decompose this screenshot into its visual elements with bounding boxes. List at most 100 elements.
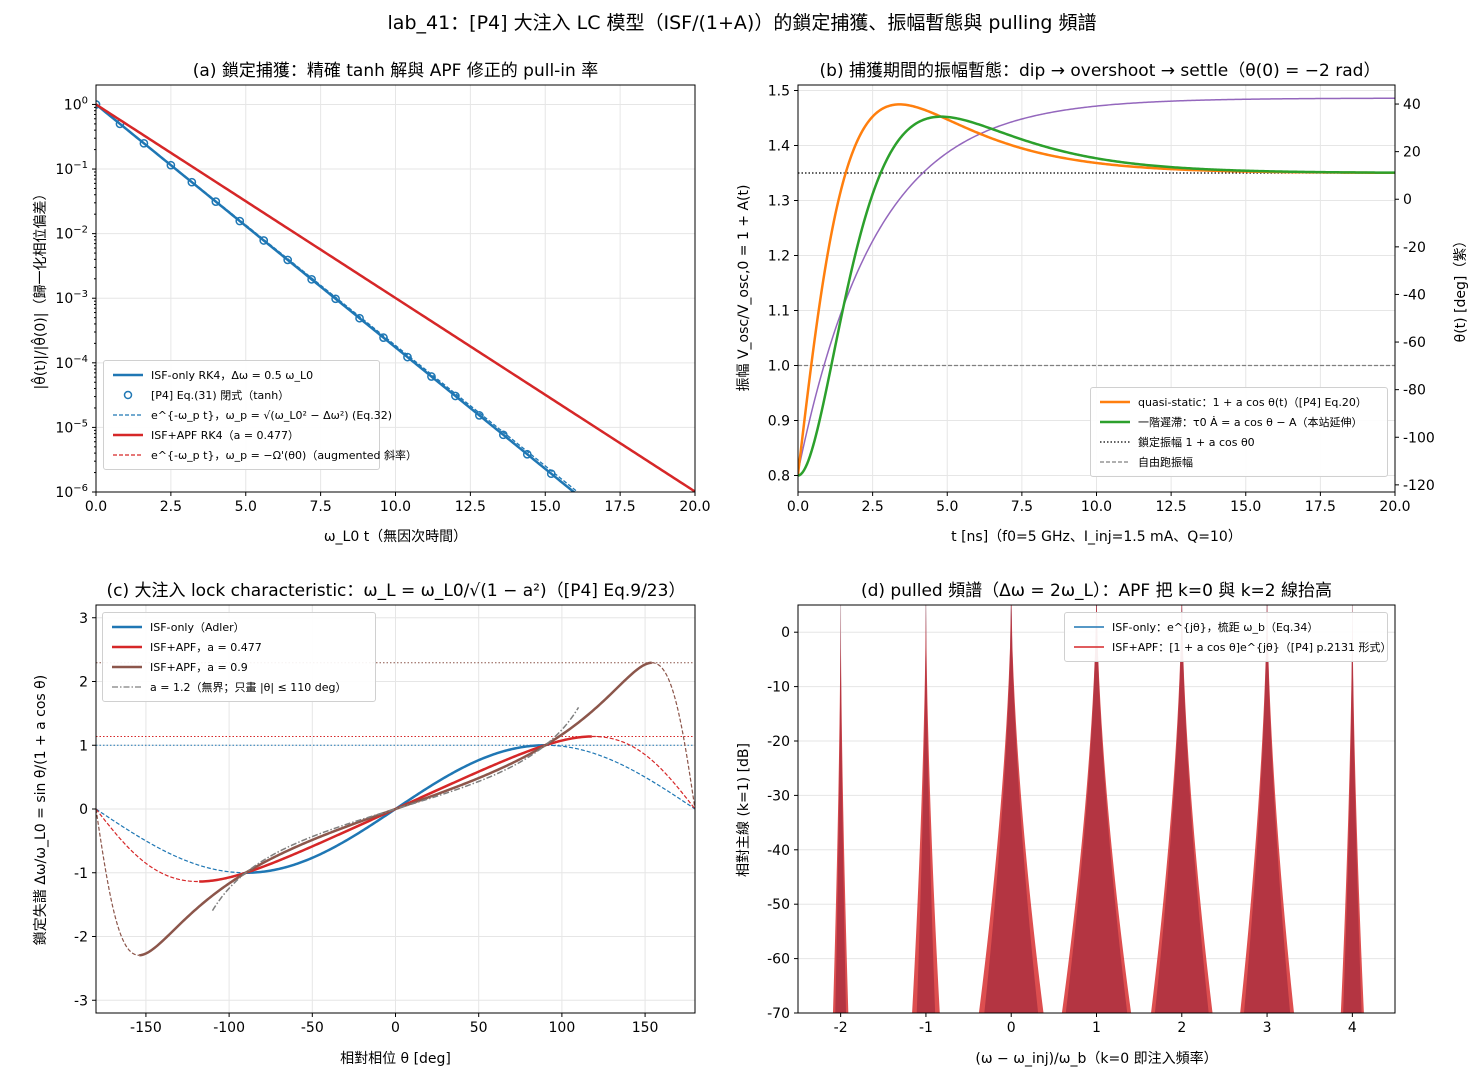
panel-d-xtick-label-4: 2 [1177, 1020, 1186, 1036]
panel-a-marker-13 [403, 352, 412, 362]
legend-item-c-2: ISF+APF，a = 0.9 [112, 661, 248, 674]
panel-d-red-line-1 [912, 605, 940, 1013]
panel-a-marker-7 [259, 236, 269, 245]
panel-c-xlabel: 相對相位 θ [deg] [340, 1051, 451, 1067]
panel-a-series-4 [96, 103, 695, 492]
panel-b-xtick-label-0: 0.0 [787, 499, 809, 515]
legend-item-a-0: ISF-only RK4，Δω = 0.5 ω_L0 [113, 369, 314, 382]
panel-d-red-line-3 [1061, 605, 1132, 1013]
legend-item-c-1: ISF+APF，a = 0.477 [112, 641, 262, 654]
panel-d-xtick-label-0: -2 [834, 1020, 848, 1036]
panel-c-xtick-label-1: -100 [213, 1020, 245, 1036]
panel-b-y2tick-label-1: -100 [1403, 430, 1435, 446]
panel-c-series-3 [211, 706, 580, 912]
panel-d-title: (d) pulled 頻譜（Δω = 2ω_L）：APF 把 k=0 與 k=2… [860, 581, 1333, 601]
panel-d-ytick-label-6: -60 [767, 952, 790, 968]
panel-b-xtick-label-6: 15.0 [1230, 499, 1261, 515]
panel-b-y2tick-label-5: -20 [1403, 240, 1426, 256]
panel-c-xtick-label-4: 50 [470, 1020, 488, 1036]
panel-b-ytick-label-0: 0.8 [768, 469, 790, 485]
panel-a-ytick-label-2: 10−2 [55, 225, 88, 243]
panel-b-xtick-label-3: 7.5 [1011, 499, 1033, 515]
panel-c-series-2-unstable-right [651, 662, 695, 810]
panel-a-ytick-label-4: 10−4 [55, 354, 88, 372]
panel-c-xtick-label-0: -150 [130, 1020, 162, 1036]
legend-item-c-0: ISF-only（Adler） [112, 621, 245, 634]
legend-item-d-1: ISF+APF：[1 + a cos θ]e^{jθ}（[P4] p.2131 … [1074, 641, 1392, 654]
panel-c-series-2 [139, 661, 652, 957]
panel-a-ylabel: |θ̂(t)|/|θ̂(0)|（歸一化相位偏差） [33, 186, 49, 390]
panel-a-marker-17 [498, 430, 508, 440]
panel-c-series-1-unstable-left [96, 808, 200, 883]
panel-c-ytick-label-6: 3 [79, 611, 88, 627]
panel-b-ytick-label-7: 1.5 [768, 84, 790, 100]
panel-b-plot-area [798, 97, 1395, 477]
panel-c-ytick-label-4: 1 [79, 738, 88, 754]
panel-a-xtick-label-7: 17.5 [605, 499, 636, 515]
panel-d-ytick-label-3: -30 [767, 788, 790, 804]
panel-c-plot-area [96, 661, 695, 957]
panel-b-xtick-label-8: 20.0 [1379, 499, 1410, 515]
panel-c-ytick-label-0: -3 [74, 993, 88, 1009]
panel-d-ytick-label-1: -10 [767, 680, 790, 696]
panel-b-title: (b) 捕獲期間的振幅暫態：dip → overshoot → settle（θ… [819, 61, 1381, 81]
legend-item-a-2: e^{-ω_p t}，ω_p = √(ω_L0² − Δω²) (Eq.32) [113, 409, 393, 422]
panel-a-plot-area [96, 100, 695, 492]
panel-d-ylabel: 相對主線 (k=1) [dB] [736, 743, 752, 877]
panel-d-red-line-0 [832, 605, 849, 1013]
panel-b-theta-series [798, 97, 1395, 473]
panel-d-red-line-5 [1240, 605, 1294, 1013]
panel-b-ytick-label-6: 1.4 [768, 139, 790, 155]
panel-a-xtick-label-8: 20.0 [679, 499, 710, 515]
panel-c-ytick-label-2: -1 [74, 866, 88, 882]
panel-a-title: (a) 鎖定捕獲：精確 tanh 解與 APF 修正的 pull-in 率 [192, 61, 599, 81]
legend-item-d-0: ISF-only：e^{jθ}，梳距 ω_b（Eq.34） [1074, 621, 1319, 634]
panel-b-ytick-label-4: 1.2 [768, 249, 790, 265]
panel-a-xtick-label-1: 2.5 [160, 499, 182, 515]
panel-c-series-1-unstable-right [591, 735, 695, 810]
legend-item-b-1: 一階遲滯：τ0 Ȧ = a cos θ − A（本站延伸） [1100, 416, 1363, 429]
panel-b-y2tick-label-3: -60 [1403, 335, 1426, 351]
panel-a-marker-9 [307, 275, 316, 284]
panel-d-ytick-label-7: -70 [767, 1006, 790, 1022]
panel-b-xtick-label-7: 17.5 [1305, 499, 1336, 515]
panel-a-marker-4 [187, 177, 197, 187]
legend-item-b-3: 自由跑振幅 [1100, 456, 1193, 469]
panel-d-red-line-4 [1151, 605, 1213, 1013]
panel-c-xtick-label-6: 150 [632, 1020, 659, 1036]
panel-a-xtick-label-2: 5.0 [235, 499, 257, 515]
panel-c-series-2-unstable-left [96, 808, 140, 956]
panel-a-marker-12 [379, 333, 388, 343]
panel-a-marker-5 [211, 197, 221, 206]
panel-d-red-line-2 [978, 605, 1044, 1013]
legend-item-c-3: a = 1.2（無界；只畫 |θ| ≤ 110 deg） [112, 681, 347, 694]
panel-d-ytick-label-0: 0 [781, 625, 790, 641]
panel-b-y2tick-label-7: 20 [1403, 145, 1421, 161]
panel-b-ytick-label-3: 1.1 [768, 304, 790, 320]
panel-b-y2tick-label-0: -120 [1403, 478, 1435, 494]
panel-c-series-0-unstable-right [545, 744, 695, 810]
panel-b-xtick-label-2: 5.0 [936, 499, 958, 515]
panel-c-ytick-label-3: 0 [79, 802, 88, 818]
legend-item-a-4: e^{-ω_p t}，ω_p = −Ω'(θ0)（augmented 斜率） [113, 449, 418, 462]
panel-a-marker-10 [331, 294, 340, 304]
panel-d-xtick-label-2: 0 [1007, 1020, 1016, 1036]
panel-d-ytick-label-2: -20 [767, 734, 790, 750]
panel-c-xtick-label-5: 100 [549, 1020, 576, 1036]
panel-d-ytick-label-4: -40 [767, 843, 790, 859]
panel-d-red-line-6 [1340, 605, 1364, 1013]
panel-a-xtick-label-4: 10.0 [380, 499, 411, 515]
legend-item-b-2: 鎖定振幅 1 + a cos θ0 [1100, 436, 1255, 449]
panel-c-xtick-label-3: 0 [391, 1020, 400, 1036]
panel-b-y2tick-label-4: -40 [1403, 287, 1426, 303]
panel-b-xlabel: t [ns]（f0=5 GHz、I_inj=1.5 mA、Q=10） [951, 529, 1242, 545]
panel-a-marker-6 [235, 216, 245, 226]
panel-a-marker-16 [475, 411, 484, 420]
panel-d-xtick-label-1: -1 [919, 1020, 933, 1036]
panel-a-series-2 [96, 103, 579, 492]
panel-a-legend: ISF-only RK4，Δω = 0.5 ω_L0 [P4] Eq.(31) … [103, 360, 418, 470]
figure-title: lab_41：[P4] 大注入 LC 模型（ISF/(1+A)）的鎖定捕獲、振幅… [387, 12, 1097, 34]
panel-a-ytick-label-6: 10−6 [55, 483, 88, 501]
panel-b-y2tick-label-8: 40 [1403, 97, 1421, 113]
panel-a-xtick-label-5: 12.5 [455, 499, 486, 515]
